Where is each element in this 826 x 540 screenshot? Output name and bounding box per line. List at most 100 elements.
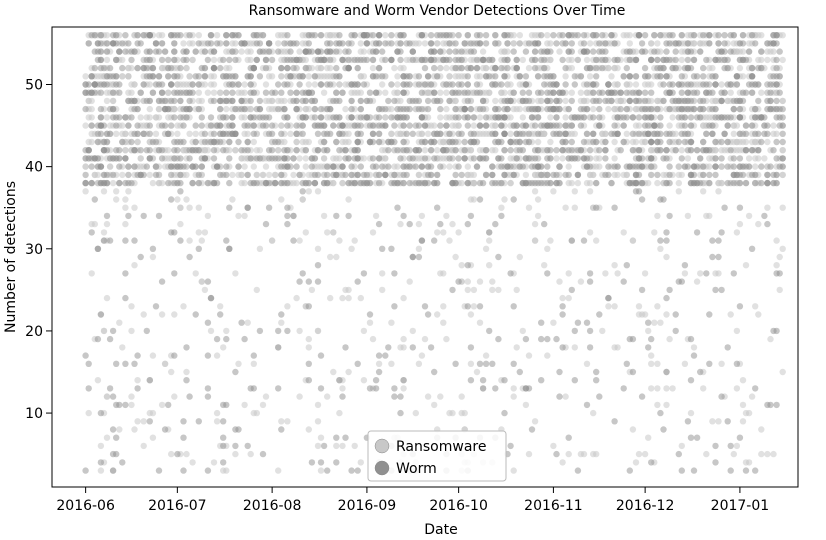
worm-point (106, 73, 114, 80)
worm-point (767, 89, 774, 96)
worm-point (712, 155, 719, 162)
worm-point (290, 212, 297, 220)
worm-point (275, 81, 282, 88)
worm-point (82, 352, 89, 359)
worm-point (388, 179, 395, 187)
ransomware-point (174, 130, 181, 137)
ransomware-point (103, 220, 111, 228)
worm-point (418, 105, 426, 113)
ransomware-point (241, 212, 248, 220)
worm-point (770, 179, 777, 187)
ransomware-point (137, 155, 144, 162)
ransomware-point (614, 171, 621, 179)
worm-point (623, 48, 630, 55)
worm-point (348, 467, 355, 474)
ransomware-point (229, 196, 236, 203)
worm-point (375, 32, 383, 39)
worm-point (97, 122, 105, 129)
worm-point (596, 147, 603, 154)
worm-point (265, 48, 273, 55)
worm-point (204, 40, 212, 47)
worm-point (495, 114, 502, 121)
worm-point (409, 130, 416, 137)
x-tick-label: 2016-07 (148, 498, 207, 514)
ransomware-point (764, 138, 771, 146)
worm-point (333, 434, 340, 441)
worm-point (256, 327, 264, 335)
ransomware-point (700, 188, 707, 195)
ransomware-point (201, 286, 209, 294)
worm-point (183, 344, 190, 351)
worm-point (113, 32, 120, 39)
ransomware-point (100, 188, 108, 195)
ransomware-point (779, 147, 786, 154)
ransomware-point (571, 188, 578, 195)
worm-point (424, 179, 432, 187)
worm-point (262, 220, 270, 228)
worm-point (752, 130, 759, 137)
ransomware-point (657, 319, 664, 326)
ransomware-point (149, 253, 157, 261)
worm-point (204, 179, 212, 187)
worm-point (724, 163, 731, 170)
worm-point (602, 40, 609, 47)
ransomware-point (648, 385, 655, 392)
worm-point (348, 32, 355, 39)
worm-point (192, 73, 199, 80)
ransomware-point (330, 179, 337, 187)
ransomware-point (623, 130, 630, 137)
worm-point (697, 97, 704, 105)
worm-point (195, 40, 202, 47)
ransomware-point (455, 229, 462, 236)
ransomware-point (580, 450, 588, 458)
worm-point (388, 40, 395, 47)
worm-point (363, 179, 371, 187)
worm-point (137, 89, 144, 96)
ransomware-point (733, 327, 741, 335)
worm-point (577, 114, 585, 121)
worm-point (507, 138, 514, 146)
worm-point (122, 32, 129, 39)
worm-point (638, 196, 646, 203)
worm-point (458, 130, 465, 137)
worm-point (339, 56, 346, 64)
worm-point (712, 56, 719, 64)
worm-point (116, 163, 123, 170)
worm-point (773, 401, 780, 409)
worm-point (559, 147, 566, 154)
ransomware-point (562, 393, 569, 400)
ransomware-point (697, 270, 704, 277)
ransomware-point (296, 155, 303, 162)
worm-point (565, 434, 572, 441)
worm-point (648, 459, 655, 466)
worm-point (259, 450, 267, 458)
worm-point (131, 130, 138, 137)
worm-point (660, 56, 667, 64)
x-tick-label: 2016-09 (338, 498, 397, 514)
ransomware-point (217, 89, 224, 96)
worm-point (284, 212, 291, 220)
worm-point (149, 245, 157, 252)
worm-point (363, 40, 371, 47)
ransomware-point (715, 179, 722, 187)
ransomware-point (629, 426, 637, 433)
worm-point (482, 32, 490, 39)
worm-point (290, 64, 297, 72)
worm-point (192, 311, 199, 318)
worm-point (415, 147, 423, 154)
worm-point (238, 147, 245, 154)
worm-point (375, 64, 383, 72)
ransomware-point (519, 56, 526, 64)
worm-point (611, 40, 618, 47)
worm-point (168, 64, 175, 72)
ransomware-point (476, 73, 484, 80)
ransomware-point (538, 97, 545, 105)
worm-point (213, 163, 221, 170)
worm-point (375, 130, 383, 137)
worm-point (684, 130, 692, 137)
worm-point (171, 40, 178, 47)
worm-point (748, 89, 756, 96)
ransomware-point (605, 303, 612, 310)
ransomware-point (158, 32, 166, 39)
worm-point (146, 377, 153, 384)
